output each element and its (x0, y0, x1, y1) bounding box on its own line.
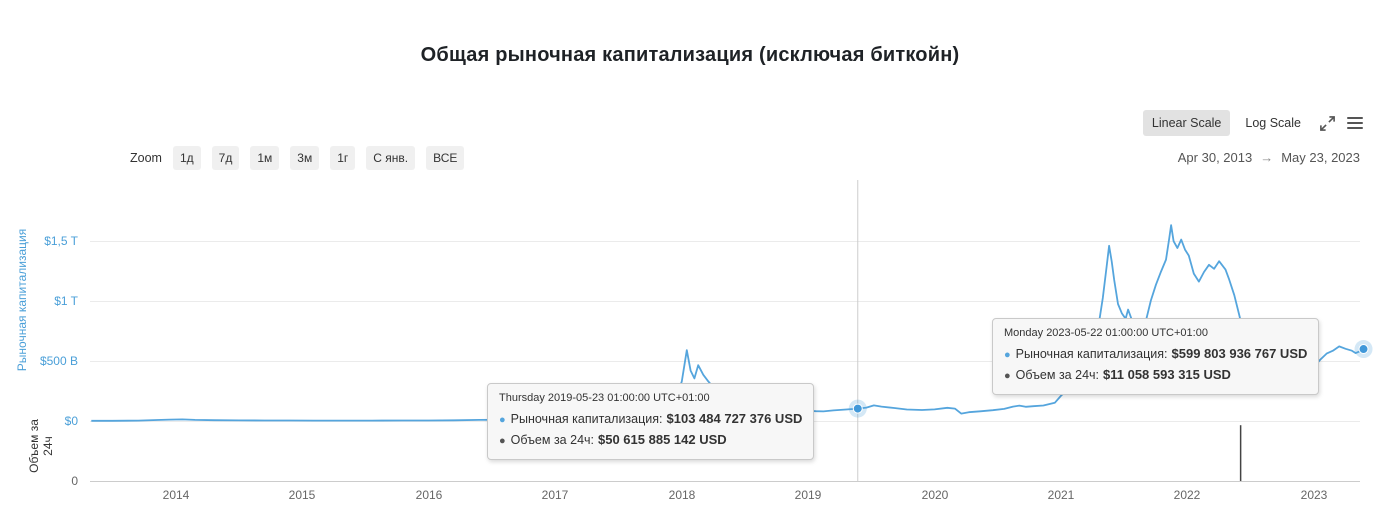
fullscreen-icon[interactable] (1316, 113, 1338, 133)
x-axis-label: 2018 (668, 488, 696, 502)
gridline (90, 241, 1360, 242)
tooltip-date: Thursday 2019-05-23 01:00:00 UTC+01:00 (499, 392, 710, 404)
cap-axis-tick: $0 (64, 414, 78, 428)
x-axis-label: 2015 (288, 488, 316, 502)
zoom-button-1y[interactable]: 1г (330, 146, 356, 170)
zoom-controls: Zoom 1д 7д 1м 3м 1г С янв. ВСЕ (130, 146, 465, 170)
tooltip-cap-row: ● Рыночная капитализация: $103 484 727 376… (499, 409, 802, 430)
zoom-button-7d[interactable]: 7д (211, 146, 240, 170)
scale-controls: Linear Scale Log Scale (1142, 110, 1366, 136)
linear-scale-button[interactable]: Linear Scale (1142, 110, 1231, 136)
x-axis-label: 2020 (921, 488, 949, 502)
tooltip-vol-label: Объем за 24ч: (1015, 368, 1099, 382)
gridline (90, 361, 1360, 362)
x-axis-label: 2017 (541, 488, 569, 502)
x-axis-line (90, 481, 1360, 482)
tooltip-2023-05-22: Monday 2023-05-22 01:00:00 UTC+01:00 ● Ры… (992, 318, 1320, 395)
tooltip-vol-row: ● Объем за 24ч: $50 615 885 142 USD (499, 430, 802, 451)
cap-axis-tick: $500 B (39, 354, 78, 368)
tooltip-cap-label: Рыночная капитализация: (510, 412, 663, 426)
volume-axis-tick: 0 (71, 474, 78, 488)
x-axis-label: 2014 (162, 488, 190, 502)
cap-bullet-icon: ● (499, 414, 506, 426)
log-scale-button[interactable]: Log Scale (1236, 110, 1310, 136)
zoom-button-3m[interactable]: 3м (290, 146, 320, 170)
zoom-button-ytd[interactable]: С янв. (366, 146, 416, 170)
data-point-marker[interactable] (1358, 344, 1369, 355)
zoom-button-1m[interactable]: 1м (250, 146, 280, 170)
tooltip-cap-row: ● Рыночная капитализация: $599 803 936 767… (1004, 344, 1307, 365)
page-title: Общая рыночная капитализация (исключая б… (420, 44, 960, 66)
arrow-right-icon: → (1260, 150, 1274, 165)
tooltip-cap-value: $103 484 727 376 USD (666, 411, 803, 426)
tooltip-2019-05-23: Thursday 2019-05-23 01:00:00 UTC+01:00 ●… (487, 383, 815, 460)
x-axis-label: 2022 (1173, 488, 1201, 502)
cap-axis-tick: $1,5 T (44, 234, 78, 248)
tooltip-cap-value: $599 803 936 767 USD (1171, 346, 1308, 361)
x-axis-label: 2016 (415, 488, 443, 502)
x-axis-label: 2023 (1300, 488, 1328, 502)
chart-menu-icon[interactable] (1344, 113, 1366, 133)
zoom-button-all[interactable]: ВСЕ (426, 146, 465, 170)
date-range-from: Apr 30, 2013 (1177, 150, 1253, 165)
date-range-to: May 23, 2023 (1281, 150, 1360, 165)
volume-bar (1239, 425, 1242, 481)
vol-bullet-icon: ● (499, 435, 506, 447)
tooltip-vol-row: ● Объем за 24ч: $11 058 593 315 USD (1004, 365, 1307, 386)
x-axis-label: 2021 (1047, 488, 1075, 502)
tooltip-vol-label: Объем за 24ч: (510, 433, 594, 447)
zoom-button-1d[interactable]: 1д (172, 146, 201, 170)
cap-axis-tick: $1 T (54, 294, 78, 308)
zoom-label: Zoom (130, 151, 162, 165)
tooltip-date: Monday 2023-05-22 01:00:00 UTC+01:00 (1004, 327, 1208, 339)
data-point-marker[interactable] (852, 403, 863, 414)
x-axis-label: 2019 (794, 488, 822, 502)
tooltip-vol-value: $50 615 885 142 USD (598, 432, 727, 447)
gridline (90, 301, 1360, 302)
tooltip-vol-value: $11 058 593 315 USD (1103, 367, 1231, 382)
vol-bullet-icon: ● (1004, 370, 1011, 382)
date-range: Apr 30, 2013 → May 23, 2023 (1178, 150, 1360, 165)
tooltip-cap-label: Рыночная капитализация: (1015, 347, 1168, 361)
cap-bullet-icon: ● (1004, 349, 1011, 361)
